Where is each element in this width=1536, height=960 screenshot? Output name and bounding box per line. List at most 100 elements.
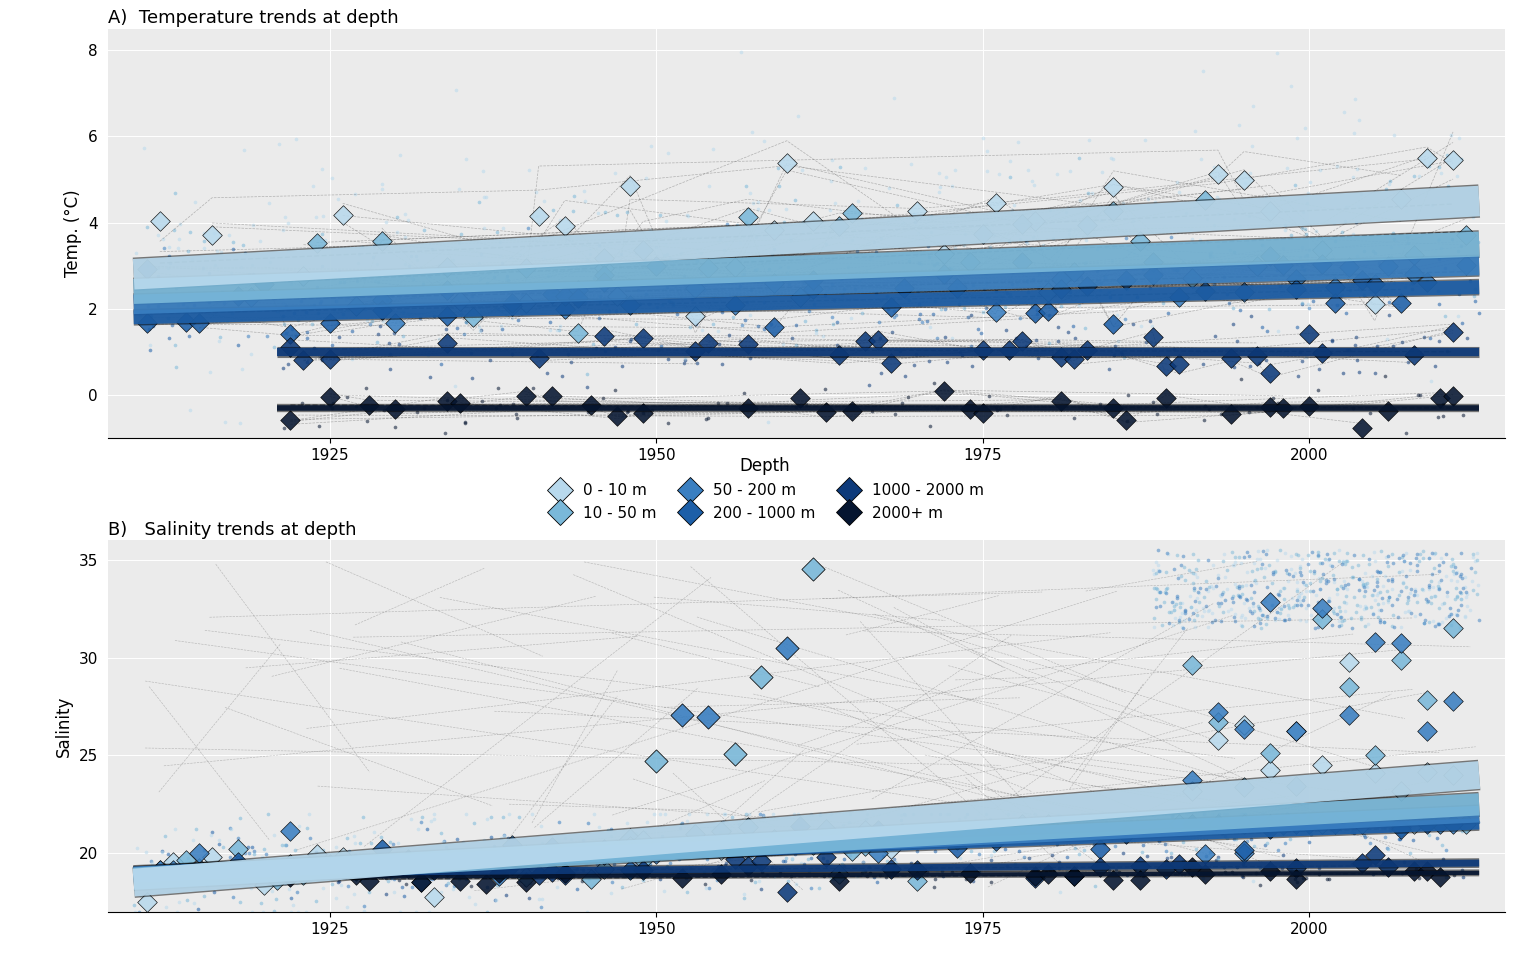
Point: [997, 233, 1021, 249]
Point: [1055, 324, 1080, 340]
Point: [737, 806, 762, 822]
Point: [146, 298, 170, 313]
Point: [1366, 588, 1390, 603]
Point: [170, 297, 195, 312]
Point: [1203, 612, 1227, 628]
Point: [1376, 256, 1401, 272]
Point: [817, 202, 842, 217]
Point: [1087, 859, 1112, 875]
Point: [1448, 239, 1473, 254]
Point: [1287, 561, 1312, 576]
Point: [515, 258, 539, 274]
Point: [1283, 806, 1307, 822]
Point: [1094, 269, 1118, 284]
Point: [753, 322, 777, 337]
Point: [1462, 294, 1487, 309]
Point: [1244, 576, 1269, 591]
Point: [1212, 806, 1236, 822]
Point: [1392, 279, 1416, 295]
Point: [1061, 319, 1086, 334]
Point: [1226, 117, 1250, 132]
Point: [874, 289, 899, 304]
Point: [1164, 174, 1189, 189]
Point: [922, 844, 946, 859]
Point: [1432, 595, 1456, 611]
Point: [1037, 307, 1061, 323]
Point: [528, 852, 553, 867]
Point: [1389, 295, 1413, 310]
Point: [779, 869, 803, 884]
Point: [978, 875, 1003, 890]
Point: [456, 280, 481, 296]
Point: [651, 248, 676, 263]
Point: [1035, 816, 1060, 831]
Point: [1390, 547, 1415, 563]
Point: [406, 822, 430, 837]
Point: [1419, 373, 1444, 389]
Point: [814, 236, 839, 252]
Point: [1213, 864, 1238, 879]
Point: [1235, 544, 1260, 560]
Point: [1385, 610, 1410, 625]
Point: [1061, 868, 1086, 883]
Point: [502, 858, 527, 874]
Point: [378, 871, 402, 886]
Point: [292, 852, 316, 867]
Point: [578, 246, 602, 261]
Point: [516, 162, 541, 178]
Point: [1375, 549, 1399, 564]
Point: [1072, 843, 1097, 858]
Point: [372, 261, 396, 276]
Point: [1281, 814, 1306, 829]
Point: [633, 266, 657, 281]
Point: [1275, 160, 1299, 176]
Point: [406, 862, 430, 877]
Point: [733, 262, 757, 277]
Point: [1421, 806, 1445, 822]
Point: [1115, 414, 1140, 429]
Point: [783, 337, 808, 352]
Point: [542, 859, 567, 875]
Point: [1058, 163, 1083, 179]
Point: [561, 204, 585, 219]
Point: [292, 866, 316, 881]
Point: [978, 241, 1003, 256]
Point: [502, 859, 527, 875]
Point: [1269, 601, 1293, 616]
Point: [1081, 856, 1106, 872]
Point: [1448, 598, 1473, 613]
Point: [820, 317, 845, 332]
Point: [1286, 588, 1310, 604]
Point: [1379, 239, 1404, 254]
Point: [1362, 848, 1387, 863]
Point: [1230, 578, 1255, 593]
Point: [1221, 594, 1246, 610]
Point: [1447, 131, 1471, 146]
Point: [727, 282, 751, 298]
Point: [685, 252, 710, 268]
Point: [748, 858, 773, 874]
Point: [728, 333, 753, 348]
Point: [495, 830, 519, 846]
Point: [694, 806, 719, 822]
Point: [1180, 773, 1204, 788]
Point: [730, 275, 754, 290]
Point: [737, 848, 762, 863]
Point: [1352, 806, 1376, 822]
Point: [733, 179, 757, 194]
Point: [1362, 806, 1387, 822]
Point: [1272, 806, 1296, 822]
Point: [1220, 317, 1244, 332]
Point: [1378, 250, 1402, 265]
Point: [714, 300, 739, 316]
Point: [958, 843, 983, 858]
Point: [780, 851, 805, 866]
Point: [748, 670, 773, 685]
Point: [1281, 279, 1306, 295]
Point: [343, 398, 367, 414]
Point: [1046, 807, 1071, 823]
Point: [1115, 271, 1140, 286]
Point: [1376, 558, 1401, 573]
Point: [1206, 167, 1230, 182]
Point: [1201, 580, 1226, 595]
